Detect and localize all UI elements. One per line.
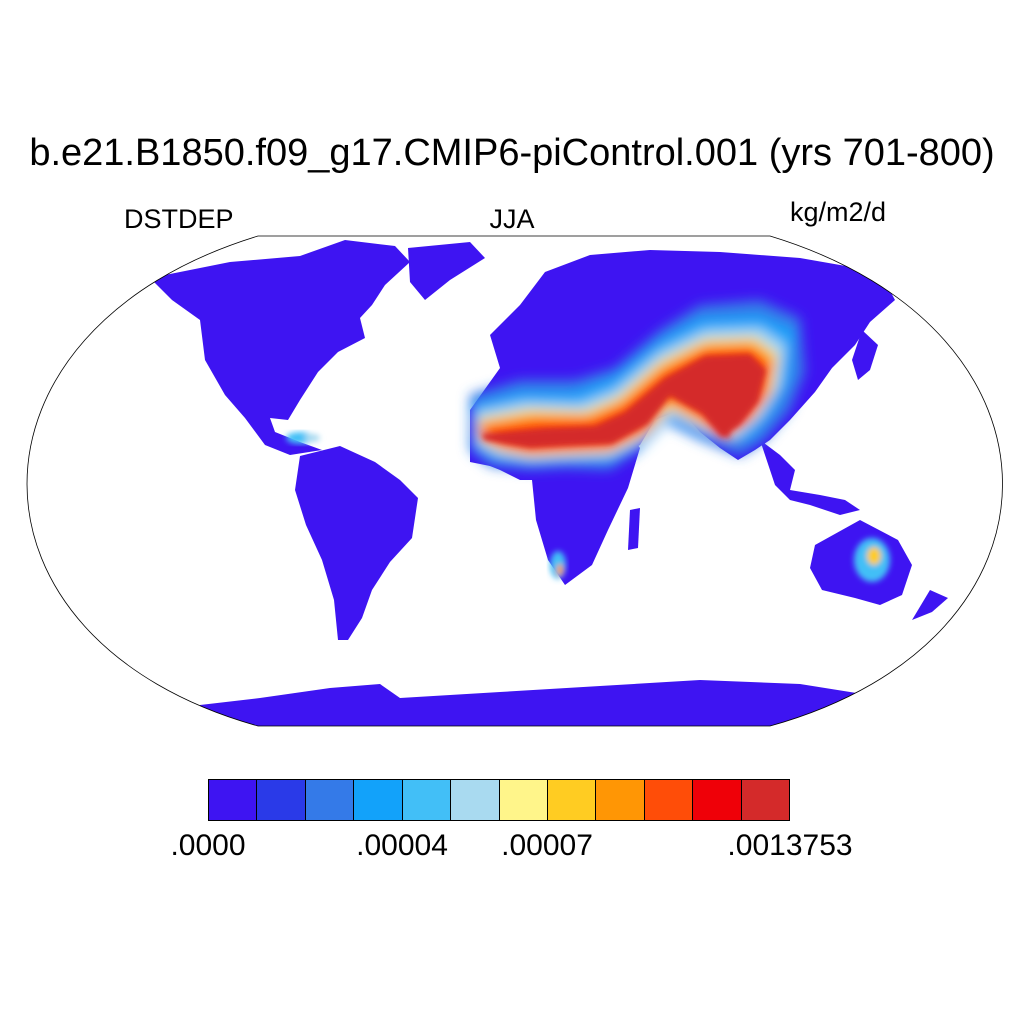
colorbar-swatch — [305, 780, 355, 820]
colorbar-tick-label: .00007 — [501, 829, 593, 862]
japan — [852, 330, 878, 380]
plot-title: b.e21.B1850.f09_g17.CMIP6-piControl.001 … — [29, 132, 995, 174]
dust-core — [482, 354, 766, 448]
colorbar-tick-label: .00004 — [356, 829, 448, 862]
colorbar — [208, 779, 790, 821]
new-zealand — [912, 590, 948, 620]
colorbar-swatch — [209, 780, 258, 820]
caribbean-dust — [286, 432, 320, 444]
colorbar-swatch — [402, 780, 452, 820]
variable-label: DSTDEP — [124, 204, 234, 234]
colorbar-swatch — [451, 780, 500, 820]
greenland — [408, 242, 485, 300]
south-america — [295, 446, 418, 640]
map-content — [150, 240, 948, 726]
southern-africa-dust — [550, 551, 566, 579]
colorbar-swatch — [741, 780, 790, 820]
colorbar-swatch — [354, 780, 403, 820]
colorbar-swatch — [644, 780, 694, 820]
antarctica — [200, 680, 900, 726]
map-outline — [26, 235, 1003, 727]
season-label: JJA — [489, 204, 535, 234]
colorbar-swatch — [547, 780, 597, 820]
colorbar-swatch — [693, 780, 742, 820]
southeast-asia-islands — [760, 440, 860, 515]
colorbar-tick-label: .0000 — [170, 829, 246, 862]
colorbar-tick-label: .0013753 — [727, 829, 853, 862]
colorbar-swatch — [499, 780, 548, 820]
madagascar — [628, 508, 640, 550]
colorbar-swatch — [257, 780, 306, 820]
colorbar-swatch — [596, 780, 645, 820]
north-america — [150, 240, 410, 455]
units-label: kg/m2/d — [790, 197, 887, 227]
continents — [150, 240, 948, 726]
australia-dust — [854, 538, 890, 582]
